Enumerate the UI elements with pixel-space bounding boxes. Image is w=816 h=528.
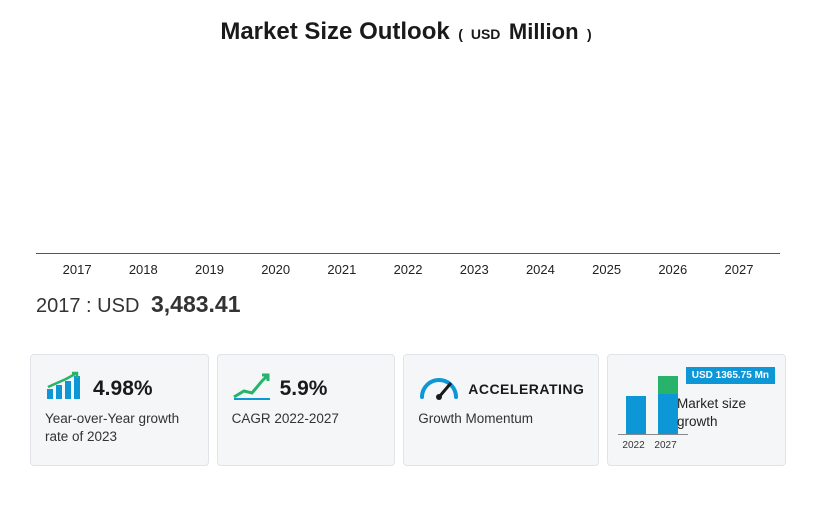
card-momentum: ACCELERATING Growth Momentum <box>403 354 599 466</box>
momentum-value: ACCELERATING <box>468 381 584 397</box>
gauge-icon <box>418 371 460 406</box>
growth-bars-icon <box>45 371 85 406</box>
title-unit-small: USD <box>471 26 501 42</box>
x-label-2026: 2026 <box>640 262 706 277</box>
x-label-2027: 2027 <box>706 262 772 277</box>
baseline-currency: USD <box>97 295 139 317</box>
title-paren-close: ) <box>587 26 592 42</box>
x-label-2019: 2019 <box>176 262 242 277</box>
mini-label-2022: 2022 <box>622 440 644 451</box>
baseline-year: 2017 <box>36 295 81 317</box>
baseline-value: 2017 : USD 3,483.41 <box>36 291 786 318</box>
card-yoy: 4.98% Year-over-Year growth rate of 2023 <box>30 354 209 466</box>
baseline-sep: : <box>81 295 98 317</box>
yoy-value: 4.98% <box>93 377 153 401</box>
mini-label-2027: 2027 <box>654 440 676 451</box>
x-axis-labels: 2017201820192020202120222023202420252026… <box>36 254 780 277</box>
x-label-2021: 2021 <box>309 262 375 277</box>
x-label-2020: 2020 <box>243 262 309 277</box>
bar-chart <box>36 64 780 254</box>
yoy-label: Year-over-Year growth rate of 2023 <box>45 410 194 446</box>
cagr-value: 5.9% <box>280 377 328 401</box>
x-label-2024: 2024 <box>507 262 573 277</box>
title-unit-big: Million <box>509 19 579 44</box>
momentum-label: Growth Momentum <box>418 410 584 428</box>
x-label-2017: 2017 <box>44 262 110 277</box>
x-label-2022: 2022 <box>375 262 441 277</box>
card-growth: 2022 2027 USD 1365.75 Mn Market size gro… <box>607 354 786 466</box>
x-label-2025: 2025 <box>574 262 640 277</box>
baseline-amount: 3,483.41 <box>151 291 241 317</box>
card-cagr: 5.9% CAGR 2022-2027 <box>217 354 396 466</box>
title-main: Market Size Outlook <box>220 18 449 45</box>
title-row: Market Size Outlook ( USD Million ) <box>30 18 786 46</box>
growth-label: Market size growth <box>677 395 773 430</box>
cagr-label: CAGR 2022-2027 <box>232 410 381 428</box>
growth-badge: USD 1365.75 Mn <box>686 367 775 384</box>
trend-arrow-icon <box>232 371 272 406</box>
cards-row: 4.98% Year-over-Year growth rate of 2023… <box>30 354 786 466</box>
x-label-2018: 2018 <box>110 262 176 277</box>
infographic-root: Market Size Outlook (USD Million ) 20172… <box>0 0 816 486</box>
title-paren-open: ( <box>458 26 463 42</box>
x-label-2023: 2023 <box>441 262 507 277</box>
